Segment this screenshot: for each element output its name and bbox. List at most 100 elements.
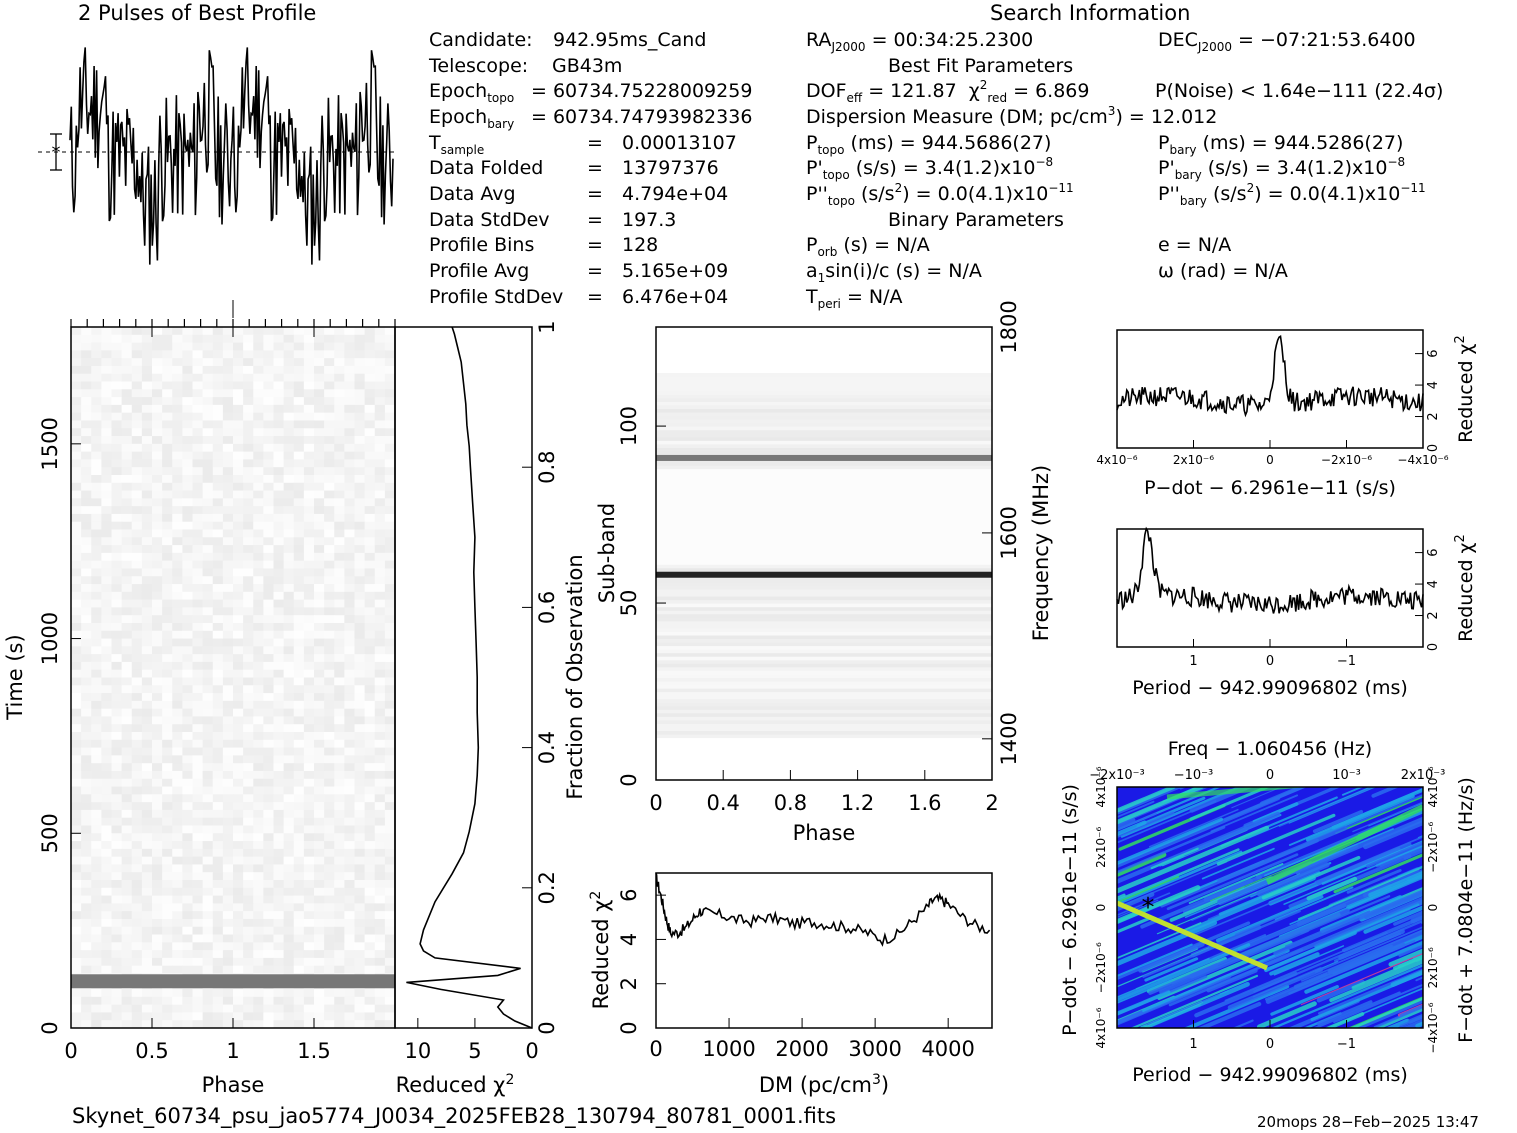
time-phase-cell [172, 770, 183, 780]
time-phase-cell [253, 428, 264, 437]
time-phase-cell [172, 887, 183, 897]
subband-row [656, 564, 992, 569]
time-phase-cell [162, 552, 173, 562]
time-phase-cell [222, 872, 234, 881]
time-phase-cell [293, 864, 305, 873]
time-phase-cell [152, 576, 163, 585]
time-phase-cell [273, 950, 285, 959]
time-chi2-frame [394, 326, 533, 1029]
time-phase-cell [344, 342, 355, 351]
time-phase-cell [263, 848, 274, 858]
time-phase-cell [101, 996, 112, 1006]
time-phase-cell [222, 716, 234, 725]
time-phase-cell [364, 428, 376, 437]
time-phase-cell [71, 887, 82, 897]
time-phase-cell [324, 404, 335, 414]
time-phase-cell [192, 809, 204, 819]
time-phase-cell [71, 599, 82, 608]
time-phase-cell [253, 732, 264, 741]
pdot-chi2-xtick-label: −4x10⁻⁶ [1397, 453, 1448, 467]
time-phase-cell [152, 443, 163, 453]
time-phase-cell [314, 677, 325, 686]
time-phase-cell [131, 918, 143, 928]
time-phase-cell [354, 732, 366, 741]
time-phase-cell [324, 693, 335, 702]
p-pdot-plane-ridge [1393, 954, 1423, 971]
time-phase-cell [233, 724, 244, 733]
time-phase-cell [303, 420, 315, 429]
time-phase-cell [324, 389, 335, 398]
info-left-row: Data Folded 13797376 = [429, 157, 719, 179]
time-phase-cell [303, 412, 315, 421]
time-phase-cell [263, 895, 274, 904]
time-phase-cell [162, 856, 173, 865]
time-phase-cell [141, 397, 153, 406]
time-phase-cell [314, 817, 325, 826]
time-phase-cell [71, 615, 82, 624]
time-phase-cell [233, 607, 244, 616]
time-phase-cell [374, 350, 386, 359]
time-phase-cell [131, 646, 143, 655]
p-pdot-plane-ridge [1261, 855, 1361, 900]
time-phase-cell [162, 996, 173, 1006]
time-phase-cell [293, 560, 305, 569]
time-phase-cell [273, 942, 285, 951]
time-phase-cell [121, 739, 133, 749]
time-phase-cell [182, 334, 193, 344]
p-pdot-plane-ridge [1203, 878, 1253, 902]
pdot-chi2-ytick-label: 2 [1426, 412, 1441, 420]
time-phase-cell [243, 895, 254, 904]
time-phase-cell [273, 739, 285, 749]
subband-row [656, 500, 992, 505]
time-phase-cell [303, 576, 315, 585]
time-phase-cell [81, 747, 92, 756]
time-phase-cell [131, 498, 143, 507]
time-phase-cell [172, 880, 183, 889]
time-phase-cell [81, 591, 92, 601]
time-phase-cell [152, 716, 163, 725]
subband-row [656, 539, 992, 544]
time-phase-cell [253, 786, 264, 795]
time-phase-cell [334, 700, 345, 710]
time-phase-cell [233, 474, 244, 484]
subband-row [656, 528, 992, 533]
time-phase-cell [293, 576, 305, 585]
time-phase-cell [233, 436, 244, 445]
time-phase-cell [121, 638, 133, 647]
time-phase-cell [293, 895, 305, 904]
time-phase-cell [324, 490, 335, 499]
time-phase-cell [141, 599, 153, 608]
time-phase-cell [364, 739, 376, 749]
time-phase-cell [202, 568, 214, 577]
time-phase-cell [233, 809, 244, 819]
time-phase-cell [152, 342, 163, 351]
time-phase-cell [334, 786, 345, 795]
time-phase-cell [263, 708, 274, 717]
time-chi2-ytick-label: 0.2 [535, 871, 559, 904]
time-phase-cell [101, 950, 112, 959]
time-phase-cell [212, 1012, 224, 1021]
time-phase-cell [273, 786, 285, 795]
time-phase-cell [273, 841, 285, 850]
time-phase-cell [374, 358, 386, 367]
time-phase-cell [71, 926, 82, 936]
time-phase-cell [344, 560, 355, 569]
time-phase-cell [273, 552, 285, 562]
time-phase-cell [324, 537, 335, 546]
time-phase-cell [303, 950, 315, 959]
time-phase-cell [364, 584, 376, 593]
time-phase-cell [222, 1020, 234, 1029]
time-phase-cell [243, 498, 254, 507]
time-phase-cell [293, 521, 305, 531]
subband-freq-label: 1600 [997, 506, 1021, 559]
time-chi2-xtick-label: 10 [404, 1039, 431, 1063]
time-phase-cell [263, 404, 274, 414]
time-phase-cell [344, 545, 355, 554]
time-phase-cell [152, 841, 163, 850]
time-phase-cell [314, 809, 325, 819]
time-phase-cell [152, 677, 163, 686]
p-pdot-plane-ridge [1300, 952, 1423, 1006]
time-phase-cell [172, 451, 183, 460]
time-phase-cell [212, 763, 224, 772]
time-phase-cell [324, 763, 335, 772]
